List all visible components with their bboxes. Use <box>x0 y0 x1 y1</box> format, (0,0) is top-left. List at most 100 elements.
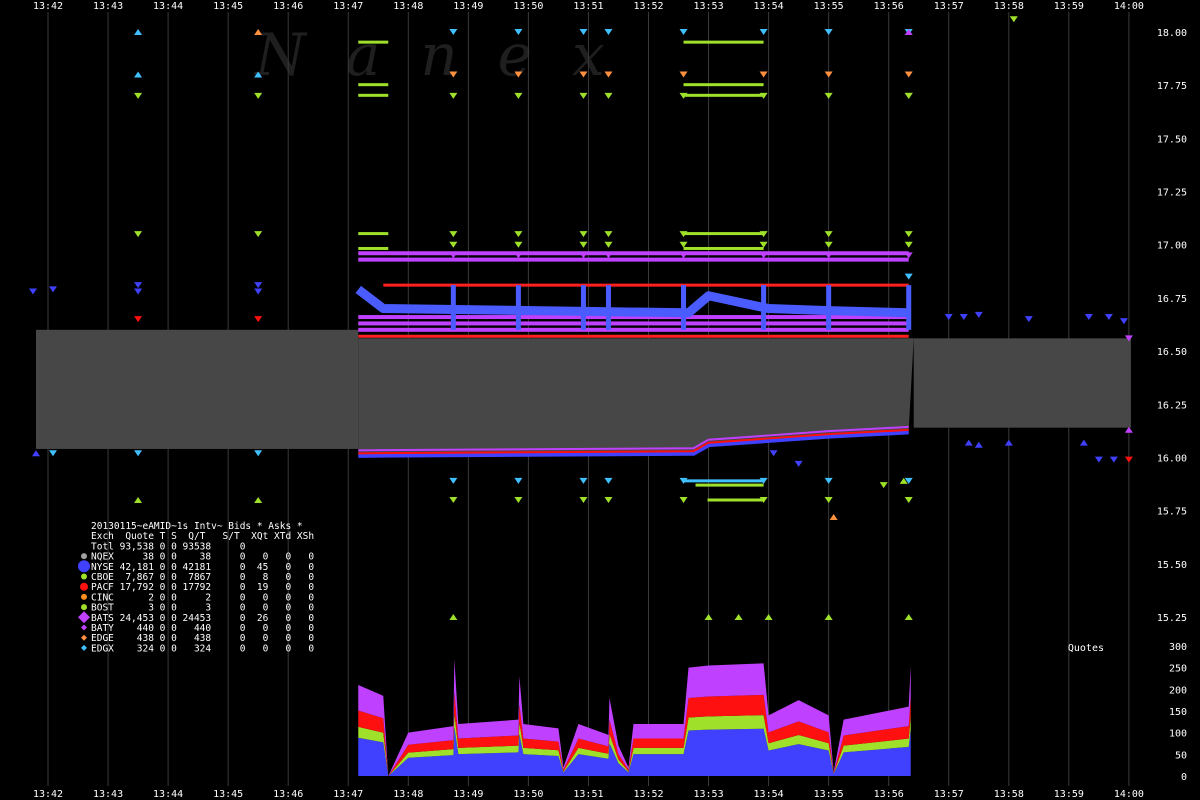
quote-marker <box>134 71 143 78</box>
y-tick-label: 16.50 <box>1157 347 1187 358</box>
x-tick-label-bottom: 13:47 <box>333 789 363 800</box>
quote-marker <box>964 439 973 446</box>
cboe-level-band <box>358 232 389 236</box>
spike-marker <box>759 92 768 99</box>
spike-marker <box>604 252 613 259</box>
x-tick-label-bottom: 13:59 <box>1054 789 1084 800</box>
x-tick-label-top: 13:54 <box>754 1 784 12</box>
spike-marker <box>579 477 588 484</box>
quote-marker <box>734 614 743 620</box>
x-tick-label-top: 13:42 <box>33 1 63 12</box>
legend-row: NQEX 38 0 0 38 0 0 0 0 <box>91 552 314 563</box>
spike-marker <box>514 29 523 35</box>
cboe-level-band <box>683 83 764 87</box>
spike-marker <box>579 92 588 99</box>
quote-marker <box>254 316 263 323</box>
spike-marker <box>449 477 458 484</box>
spike-marker <box>604 231 613 238</box>
legend-swatch <box>81 644 87 651</box>
cboe-level-band <box>683 93 764 97</box>
x-tick-label-bottom: 13:57 <box>934 789 964 800</box>
x-tick-label-top: 13:45 <box>213 1 243 12</box>
spike-marker <box>604 477 613 484</box>
quote-marker <box>904 92 913 99</box>
spike-marker <box>514 497 523 503</box>
quote-marker <box>134 497 143 503</box>
spike-marker <box>679 497 688 503</box>
x-tick-label-top: 13:53 <box>693 1 723 12</box>
quote-marker <box>254 282 263 289</box>
quote-marker <box>449 614 458 620</box>
x-tick-label-top: 13:57 <box>934 1 964 12</box>
quote-marker <box>1004 439 1013 446</box>
legend-swatch <box>81 593 87 600</box>
spike-marker <box>679 71 688 78</box>
spike-marker <box>514 252 523 259</box>
quote-marker <box>254 288 263 295</box>
spike-marker <box>449 252 458 259</box>
quote-marker <box>49 286 58 293</box>
y-tick-label: 16.00 <box>1157 453 1187 464</box>
quote-marker <box>254 450 263 457</box>
nbbo-spread-middle <box>358 338 914 454</box>
quote-marker <box>904 29 913 35</box>
legend-swatch <box>81 573 87 580</box>
bid-path-bats <box>358 425 909 452</box>
spike-marker <box>514 71 523 78</box>
quote-marker <box>254 231 263 238</box>
quote-marker <box>31 450 40 457</box>
quote-marker <box>134 288 143 295</box>
quote-marker <box>134 29 143 35</box>
quote-marker <box>134 450 143 457</box>
quote-marker <box>904 273 913 280</box>
spike-marker <box>904 477 913 484</box>
x-tick-label-bottom: 13:52 <box>633 789 663 800</box>
quote-marker <box>764 614 773 620</box>
quote-tick-label: 0 <box>1181 772 1187 783</box>
quote-marker <box>904 614 913 620</box>
spike-marker <box>449 231 458 238</box>
bats-ask-band <box>358 327 909 332</box>
quote-marker <box>829 514 838 521</box>
spike-marker <box>824 252 833 259</box>
spike-marker <box>449 29 458 35</box>
spike-marker <box>579 29 588 35</box>
quote-marker <box>1124 426 1133 433</box>
legend-row: EDGE 438 0 0 438 0 0 0 0 <box>91 633 314 644</box>
spike-marker <box>604 92 613 99</box>
x-tick-label-bottom: 13:45 <box>213 789 243 800</box>
spike-marker <box>449 92 458 99</box>
quote-marker <box>1104 314 1113 321</box>
spike-marker <box>824 241 833 248</box>
x-tick-label-top: 13:56 <box>874 1 904 12</box>
quote-marker <box>1094 456 1103 463</box>
lower-level-band <box>695 483 764 487</box>
x-tick-label-top: 13:58 <box>994 1 1024 12</box>
legend-row: BOST 3 0 0 3 0 0 0 0 <box>91 603 314 614</box>
x-tick-label-bottom: 13:46 <box>273 789 303 800</box>
cboe-level-band <box>358 40 389 44</box>
spike-marker <box>604 71 613 78</box>
quote-marker <box>769 450 778 457</box>
spike-marker <box>449 71 458 78</box>
x-tick-label-bottom: 13:50 <box>513 789 543 800</box>
cboe-level-band <box>683 40 764 44</box>
spike-marker <box>904 231 913 238</box>
bats-ask-band <box>358 315 909 320</box>
x-tick-label-bottom: 13:58 <box>994 789 1024 800</box>
quote-marker <box>1119 318 1128 325</box>
cboe-level-band <box>358 93 389 97</box>
legend-swatch <box>78 611 90 624</box>
x-tick-label-top: 13:46 <box>273 1 303 12</box>
x-tick-label-bottom: 13:53 <box>693 789 723 800</box>
quote-marker <box>134 92 143 99</box>
quote-marker <box>824 614 833 620</box>
y-tick-label: 18.00 <box>1157 28 1187 39</box>
volume-layer-cboe <box>358 712 911 776</box>
spike-marker <box>604 497 613 503</box>
quote-marker <box>879 482 888 489</box>
quote-marker <box>794 460 803 467</box>
y-tick-label: 15.75 <box>1157 507 1187 518</box>
legend-row: NYSE 42,181 0 0 42181 0 45 0 0 <box>91 562 314 573</box>
quote-tick-label: 200 <box>1169 685 1187 696</box>
